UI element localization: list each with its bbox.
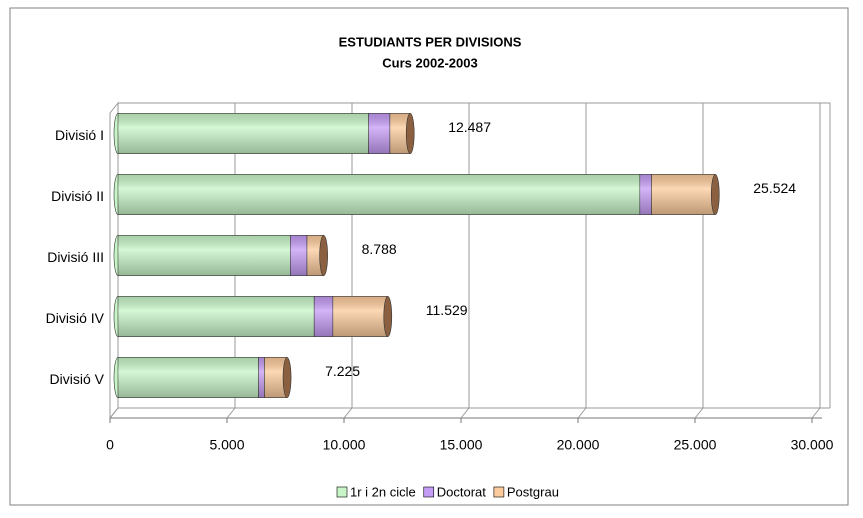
- x-tick-label: 25.000: [674, 437, 717, 453]
- x-tick-label: 5.000: [209, 437, 244, 453]
- bar-shade: [651, 174, 716, 215]
- bar-shade: [118, 296, 315, 337]
- y-tick-label: Divisió III: [47, 249, 104, 265]
- bar-shade: [368, 113, 390, 154]
- total-label: 8.788: [362, 241, 397, 257]
- chart-subtitle: Curs 2002-2003: [382, 55, 477, 70]
- floor-grid-line: [811, 407, 821, 419]
- bar-end-cap: [405, 113, 415, 154]
- bar-end-cap: [383, 296, 393, 337]
- y-tick-label: Divisió II: [51, 188, 104, 204]
- bar-shade: [290, 235, 307, 276]
- chart-title: ESTUDIANTS PER DIVISIONS: [339, 34, 522, 49]
- x-tick-label: 30.000: [791, 437, 834, 453]
- legend-swatch: [336, 486, 348, 498]
- y-tick-label: Divisió V: [50, 371, 105, 387]
- total-label: 7.225: [325, 363, 360, 379]
- back-wall: [118, 102, 831, 408]
- x-tick-label: 10.000: [323, 437, 366, 453]
- floor-grid-line: [109, 407, 119, 419]
- bar-shade: [258, 357, 265, 398]
- total-label: 25.524: [753, 180, 796, 196]
- bar-shade: [639, 174, 652, 215]
- floor-grid-line: [460, 407, 470, 419]
- legend-swatch: [423, 486, 435, 498]
- bar-shade: [314, 296, 333, 337]
- bar-end-cap: [282, 357, 292, 398]
- floor-grid-line: [577, 407, 587, 419]
- bar-shade: [264, 357, 288, 398]
- floor-grid-line: [343, 407, 353, 419]
- bar-shade: [118, 357, 259, 398]
- bar-shade: [389, 113, 411, 154]
- bar-shade: [118, 235, 291, 276]
- total-label: 11.529: [426, 302, 468, 318]
- x-tick-label: 0: [106, 437, 114, 453]
- total-label: 12.487: [448, 119, 491, 135]
- bar-shade: [306, 235, 324, 276]
- floor-grid-line: [226, 407, 236, 419]
- legend-swatch: [493, 486, 505, 498]
- bar-shade: [118, 174, 640, 215]
- bar-shade: [332, 296, 388, 337]
- bar-end-cap: [319, 235, 328, 276]
- legend-label: Doctorat: [437, 484, 487, 499]
- bar-end-cap: [710, 174, 720, 215]
- bar-shade: [118, 113, 369, 154]
- legend-label: Postgrau: [507, 484, 559, 499]
- y-tick-label: Divisió IV: [46, 310, 105, 326]
- legend-label: 1r i 2n cicle: [350, 484, 416, 499]
- x-tick-label: 15.000: [440, 437, 483, 453]
- x-tick-label: 20.000: [557, 437, 600, 453]
- floor-grid-line: [694, 407, 704, 419]
- y-tick-label: Divisió I: [55, 127, 104, 143]
